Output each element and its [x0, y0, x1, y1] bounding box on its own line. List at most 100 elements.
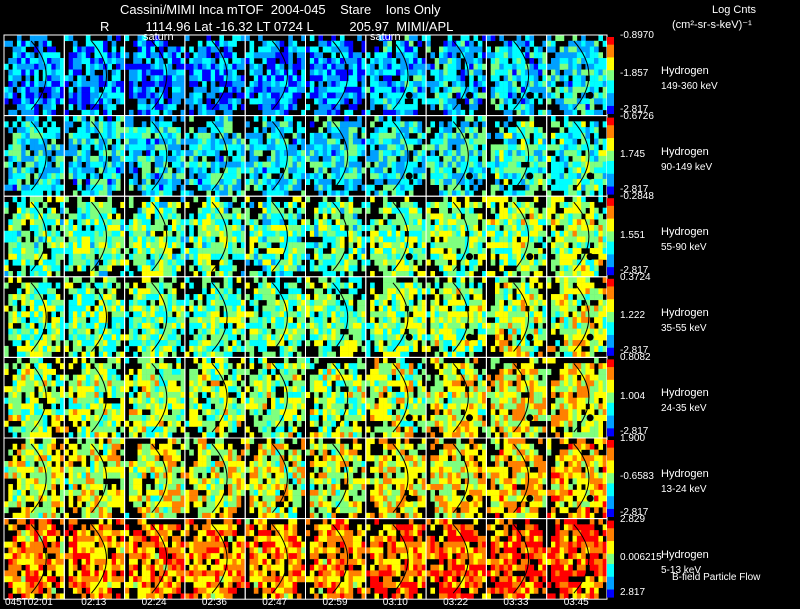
heatmap-cell: [529, 81, 535, 88]
heatmap-cell: [34, 271, 39, 278]
heatmap-cell: [77, 92, 82, 99]
heatmap-cell: [215, 219, 220, 226]
heatmap-cell: [115, 178, 121, 185]
heatmap-cell: [314, 144, 319, 151]
heatmap-cell: [98, 340, 104, 347]
heatmap-cell: [236, 132, 242, 139]
heatmap-cell: [473, 121, 479, 128]
heatmap-cell: [460, 81, 466, 88]
heatmap-cell: [55, 58, 61, 65]
heatmap-cell: [29, 328, 35, 335]
heatmap-cell: [482, 35, 487, 42]
heatmap-cell: [352, 150, 358, 157]
heatmap-cell: [223, 98, 229, 105]
heatmap-cell: [421, 144, 427, 151]
heatmap-cell: [51, 104, 56, 111]
heatmap-cell: [400, 207, 405, 214]
heatmap-cell: [426, 144, 431, 151]
heatmap-cell: [137, 132, 143, 139]
heatmap-cell: [365, 184, 371, 191]
heatmap-cell: [594, 248, 599, 255]
heatmap-cell: [482, 236, 487, 243]
heatmap-cell: [171, 207, 177, 214]
heatmap-cell: [21, 294, 26, 301]
heatmap-cell: [322, 58, 328, 65]
heatmap-cell: [271, 98, 276, 105]
heatmap-cell: [141, 253, 147, 260]
heatmap-cell: [29, 81, 35, 88]
heatmap-cell: [352, 167, 358, 174]
heatmap-cell: [568, 86, 573, 93]
heatmap-cell: [72, 92, 78, 99]
heatmap-cell: [42, 276, 48, 283]
heatmap-cell: [533, 167, 539, 174]
heatmap-cell: [585, 178, 591, 185]
heatmap-panel: [365, 115, 427, 197]
heatmap-cell: [305, 104, 311, 111]
heatmap-cell: [59, 305, 65, 312]
heatmap-cell: [107, 213, 112, 220]
heatmap-cell: [202, 167, 207, 174]
colorbar-segment: [607, 37, 614, 40]
heatmap-cell: [551, 46, 556, 53]
heatmap-cell: [576, 184, 582, 191]
heatmap-cell: [210, 63, 216, 70]
heatmap-cell: [68, 253, 74, 260]
heatmap-cell: [417, 92, 423, 99]
heatmap-cell: [176, 236, 181, 243]
heatmap-cell: [163, 104, 168, 111]
heatmap-cell: [38, 190, 44, 197]
heatmap-cell: [59, 311, 65, 318]
heatmap-cell: [568, 236, 573, 243]
heatmap-cell: [529, 109, 535, 116]
heatmap-panel: [426, 35, 487, 116]
heatmap-cell: [51, 132, 56, 139]
heatmap-cell: [339, 46, 345, 53]
heatmap-cell: [150, 150, 156, 157]
heatmap-cell: [150, 201, 156, 209]
heatmap-cell: [38, 46, 44, 53]
heatmap-cell: [348, 196, 354, 203]
heatmap-cell: [115, 52, 121, 59]
heatmap-cell: [163, 52, 168, 59]
heatmap-cell: [503, 138, 509, 145]
heatmap-cell: [301, 224, 306, 232]
heatmap-cell: [572, 236, 578, 243]
heatmap-cell: [141, 161, 147, 168]
heatmap-cell: [77, 236, 82, 243]
heatmap-cell: [90, 184, 95, 191]
heatmap-cell: [146, 305, 151, 312]
heatmap-cell: [180, 173, 186, 180]
heatmap-cell: [434, 63, 440, 70]
heatmap-cell: [525, 271, 530, 278]
heatmap-cell: [159, 178, 164, 185]
heatmap-cell: [141, 52, 147, 59]
heatmap-cell: [344, 178, 349, 185]
heatmap-cell: [133, 294, 138, 301]
heatmap-cell: [602, 219, 608, 226]
heatmap-cell: [296, 173, 302, 180]
heatmap-cell: [81, 109, 87, 116]
heatmap-cell: [555, 98, 560, 105]
heatmap-cell: [400, 127, 405, 134]
heatmap-cell: [309, 161, 315, 168]
heatmap-cell: [464, 115, 470, 122]
heatmap-cell: [335, 92, 341, 99]
heatmap-cell: [154, 345, 160, 352]
heatmap-cell: [115, 334, 121, 341]
heatmap-cell: [456, 161, 461, 168]
heatmap-cell: [383, 213, 388, 220]
heatmap-cell: [404, 150, 410, 157]
heatmap-cell: [81, 201, 87, 209]
heatmap-cell: [464, 58, 470, 65]
heatmap-cell: [374, 92, 380, 99]
heatmap-cell: [499, 52, 504, 59]
heatmap-cell: [59, 328, 65, 335]
heatmap-cell: [460, 230, 466, 237]
heatmap-cell: [292, 184, 298, 191]
heatmap-cell: [81, 86, 87, 93]
heatmap-cell: [374, 230, 380, 237]
heatmap-cell: [180, 58, 186, 65]
heatmap-cell: [141, 219, 147, 226]
heatmap-cell: [163, 311, 168, 318]
